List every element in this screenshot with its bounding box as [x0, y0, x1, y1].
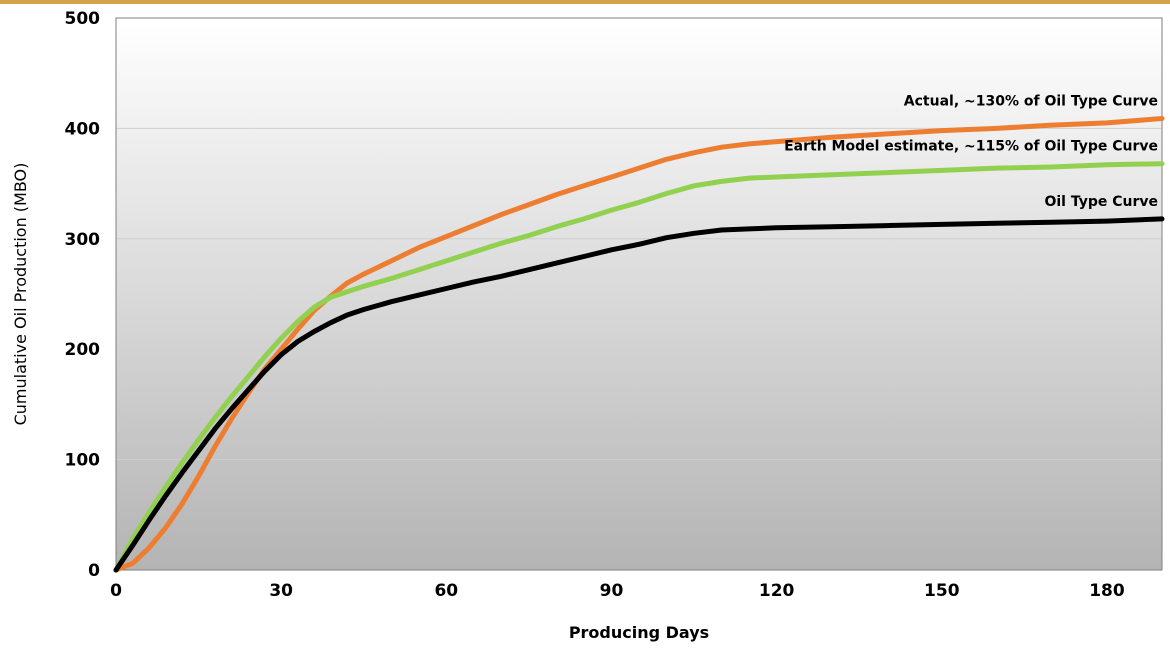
x-tick-label-6: 180 [1089, 581, 1125, 601]
x-tick-labels: 0 30 60 90 120 150 180 [110, 581, 1125, 601]
y-tick-label-1: 100 [65, 451, 101, 471]
series-line-0 [113, 116, 1165, 573]
y-tick-label-2: 200 [65, 340, 101, 360]
y-axis-title: Cumulative Oil Production (MBO) [11, 163, 30, 426]
series-line-2 [113, 216, 1165, 573]
x-tick-label-1: 30 [269, 581, 293, 601]
x-tick-label-4: 120 [759, 581, 795, 601]
y-tick-label-3: 300 [65, 230, 101, 250]
x-tick-label-3: 90 [600, 581, 624, 601]
y-tick-label-4: 400 [65, 119, 101, 139]
series-label-2: Oil Type Curve [1044, 194, 1158, 210]
x-tick-label-5: 150 [924, 581, 960, 601]
y-tick-labels: 0 100 200 300 400 500 [65, 9, 101, 581]
plot-area [116, 18, 1162, 570]
top-accent-rule [0, 0, 1170, 4]
x-axis-title: Producing Days [569, 623, 709, 642]
series-label-1: Earth Model estimate, ~115% of Oil Type … [784, 139, 1158, 155]
x-tick-label-0: 0 [110, 581, 122, 601]
plot-frame [115, 17, 1163, 571]
x-tick-label-2: 60 [434, 581, 458, 601]
series-lines [113, 116, 1165, 573]
series-line-1 [113, 161, 1165, 573]
series-labels: Actual, ~130% of Oil Type Curve Earth Mod… [784, 93, 1158, 209]
y-tick-label-5: 500 [65, 9, 101, 29]
y-tick-label-0: 0 [88, 561, 100, 581]
series-label-0: Actual, ~130% of Oil Type Curve [904, 93, 1158, 109]
